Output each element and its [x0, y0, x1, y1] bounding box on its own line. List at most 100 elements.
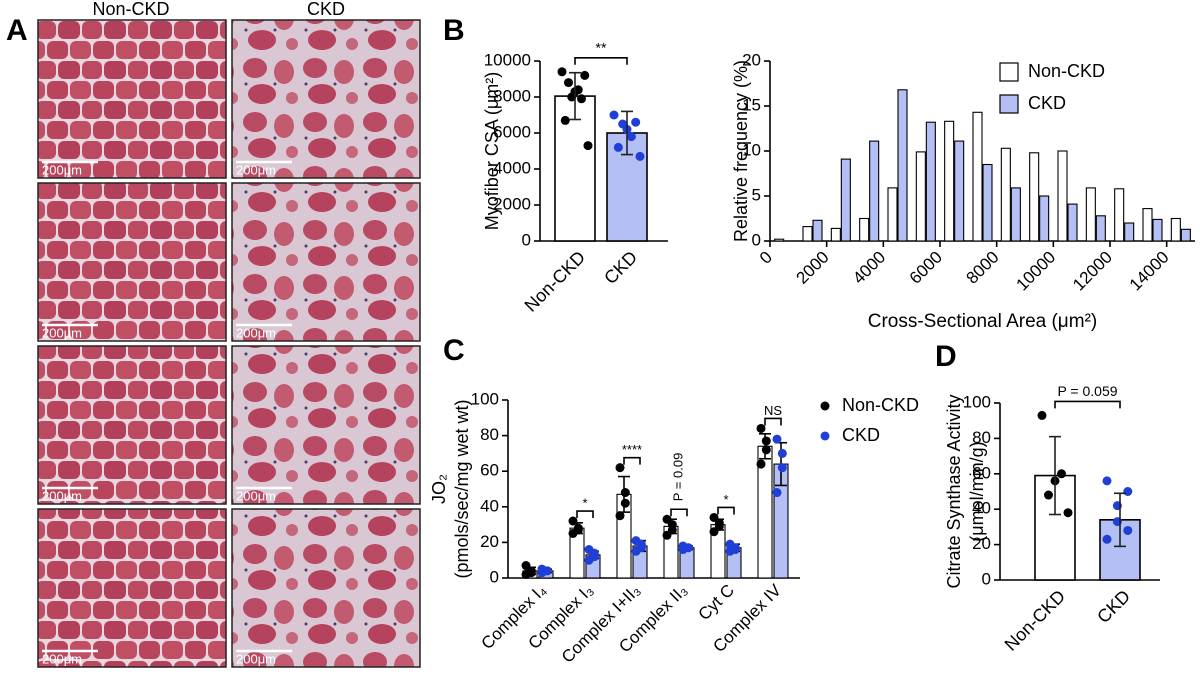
- legend-marker: [820, 401, 830, 411]
- significance-bracket: [1054, 400, 1121, 409]
- data-point: [772, 434, 782, 444]
- y-axis-label: Relative frequency (%): [731, 60, 751, 242]
- y-tick-label: 0: [982, 569, 991, 588]
- x-tick-label: Cyt C: [695, 581, 738, 624]
- data-point: [1102, 476, 1112, 486]
- data-point: [583, 141, 593, 151]
- bar: [1152, 218, 1163, 242]
- scale-bar-label: 200μm: [236, 325, 276, 340]
- significance-label: P = 0.059: [1057, 383, 1117, 399]
- bar: [944, 120, 955, 242]
- bar: [1085, 187, 1096, 242]
- bar: [802, 226, 813, 242]
- data-point: [620, 488, 630, 498]
- data-point: [1123, 525, 1133, 535]
- significance-bracket: [764, 417, 782, 426]
- data-point: [609, 110, 619, 120]
- data-point: [631, 117, 641, 127]
- y-axis-label: (μmol/min/g): [967, 441, 987, 541]
- data-point: [564, 78, 573, 88]
- y-axis-label: JO₂: [429, 474, 449, 504]
- data-point: [777, 463, 787, 473]
- y-tick-label: 15: [742, 95, 761, 114]
- x-tick-label: 4000: [849, 248, 889, 288]
- data-point: [568, 516, 578, 526]
- y-tick-label: 20: [972, 534, 991, 553]
- data-point: [662, 530, 672, 540]
- data-point: [1063, 508, 1073, 518]
- data-point: [626, 132, 636, 142]
- bar: [774, 238, 785, 242]
- histology-image: [231, 19, 421, 179]
- bar: [859, 217, 870, 242]
- bar: [1010, 187, 1021, 242]
- x-tick-label: Non-CKD: [1001, 586, 1070, 655]
- significance-bracket: [574, 57, 628, 65]
- bar: [1039, 195, 1050, 242]
- data-point: [1044, 490, 1053, 500]
- y-tick-label: 2000: [493, 194, 531, 213]
- y-tick-label: 20: [742, 50, 761, 69]
- significance-label: NS: [764, 403, 782, 418]
- significance-label: P = 0.09: [670, 453, 685, 502]
- data-point: [567, 92, 577, 102]
- y-tick-label: 4000: [493, 158, 531, 177]
- significance-bracket: [670, 508, 688, 517]
- x-tick-label: 14000: [1126, 248, 1173, 295]
- histology-image: [231, 508, 421, 668]
- y-tick-label: 6000: [493, 122, 531, 141]
- data-point: [761, 436, 771, 446]
- bar: [1170, 217, 1181, 242]
- significance-bracket: [623, 456, 641, 465]
- data-point: [613, 142, 623, 152]
- data-point: [635, 151, 645, 161]
- data-point: [580, 70, 590, 80]
- bar: [897, 89, 908, 242]
- scale-bar-label: 200μm: [42, 162, 82, 177]
- scale-bar-label: 200μm: [236, 651, 276, 666]
- bar: [972, 111, 983, 242]
- x-tick-label: CKD: [1093, 586, 1134, 627]
- panel-label: D: [935, 340, 957, 373]
- scale-bar-label: 200μm: [236, 162, 276, 177]
- bar: [840, 158, 851, 242]
- data-point: [537, 568, 547, 578]
- histology-image: [37, 19, 227, 179]
- bar: [925, 121, 936, 242]
- legend-swatch: [999, 62, 1019, 82]
- data-point: [557, 67, 567, 77]
- y-tick-label: 60: [480, 461, 499, 480]
- histology-image: [37, 182, 227, 342]
- data-point: [1037, 410, 1047, 420]
- data-point: [560, 115, 570, 125]
- significance-label: *: [723, 492, 728, 507]
- y-axis-label: Citrate Synthase Activity: [944, 394, 964, 588]
- y-tick-label: 60: [972, 463, 991, 482]
- x-axis-label: Cross-Sectional Area (μm²): [868, 311, 1098, 332]
- bar: [1124, 222, 1135, 242]
- y-tick-label: 80: [972, 428, 991, 447]
- bar: [915, 151, 926, 242]
- data-point: [725, 546, 735, 556]
- data-point: [1123, 487, 1133, 496]
- legend-marker: [820, 431, 830, 441]
- legend-label: CKD: [1028, 93, 1066, 113]
- x-tick-label: Non-CKD: [521, 247, 590, 316]
- column-header: Non-CKD: [92, 0, 169, 19]
- legend-swatch: [999, 94, 1019, 114]
- significance-label: **: [596, 40, 607, 56]
- y-tick-label: 5: [752, 185, 761, 204]
- legend-label: CKD: [842, 425, 880, 445]
- data-point: [620, 498, 630, 508]
- y-tick-label: 20: [480, 532, 499, 551]
- x-tick-label: 6000: [906, 248, 946, 288]
- bar: [1057, 150, 1068, 242]
- bar: [869, 140, 880, 242]
- y-tick-label: 100: [471, 389, 499, 408]
- x-tick-label: 8000: [962, 248, 1002, 288]
- histology-image: [231, 182, 421, 342]
- data-point: [615, 463, 625, 473]
- data-point: [709, 527, 719, 537]
- significance-label: *: [582, 495, 587, 510]
